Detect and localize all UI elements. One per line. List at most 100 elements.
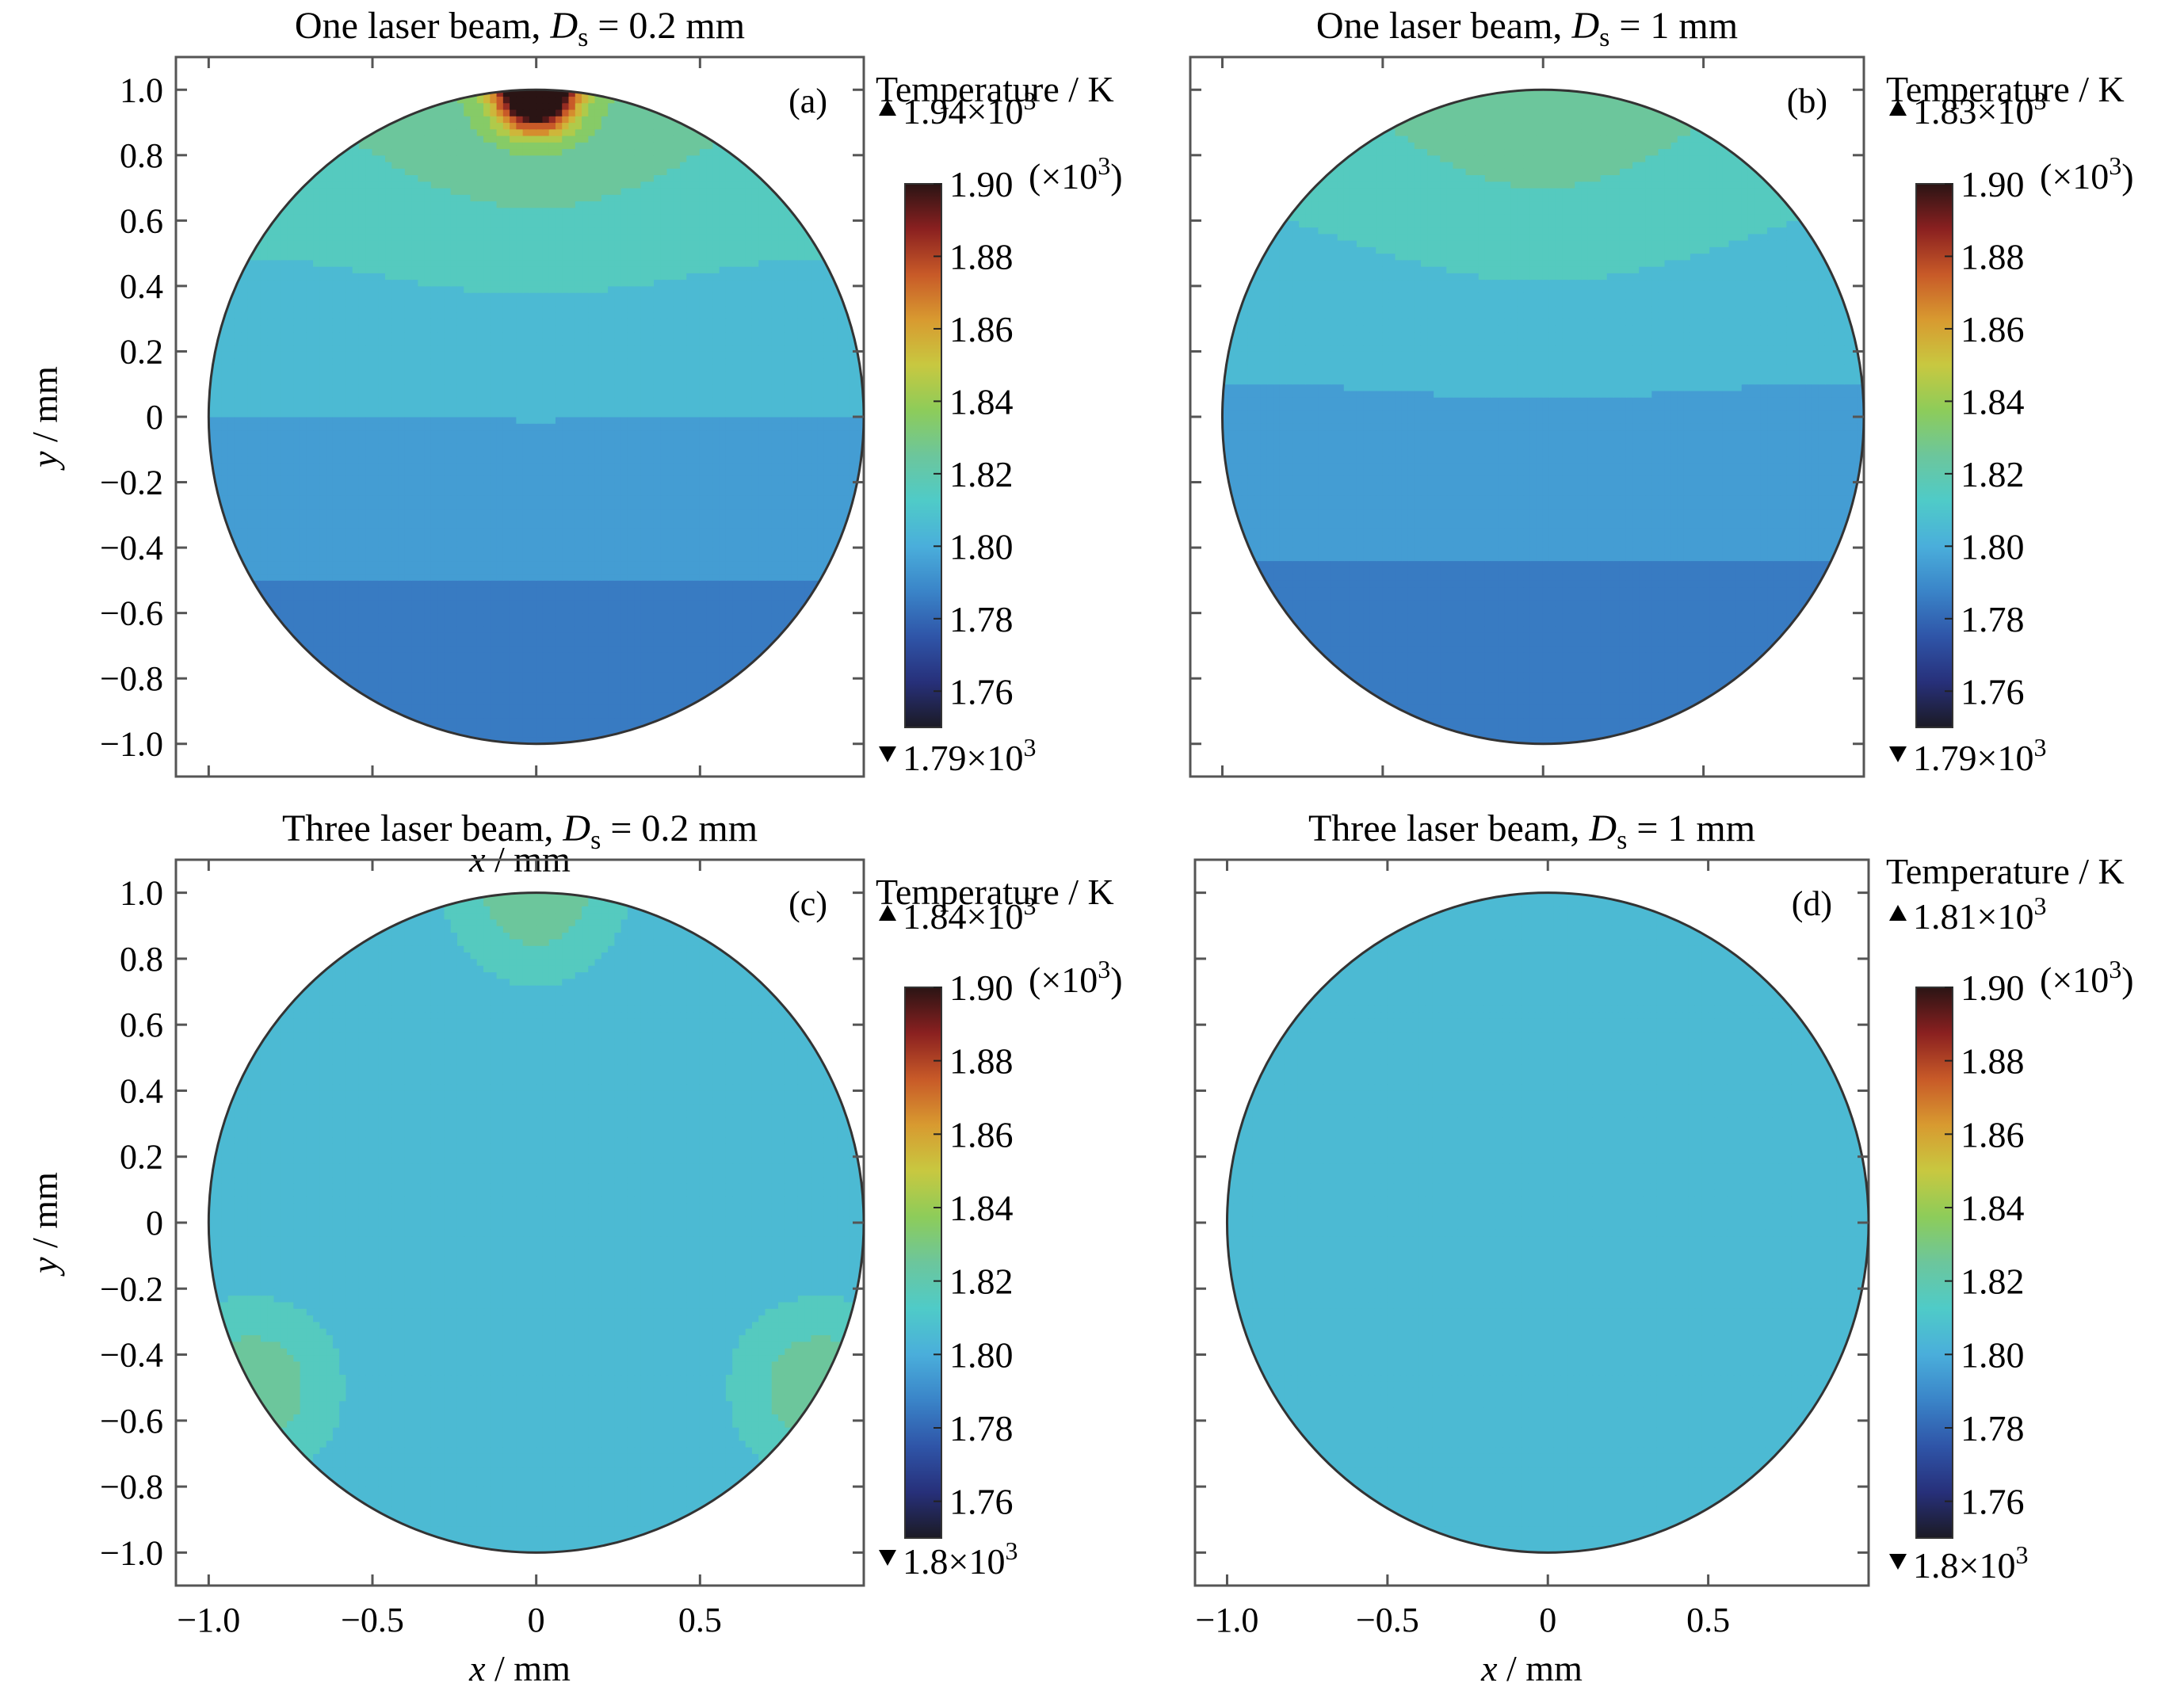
y-tick-label: −0.4 bbox=[100, 1336, 163, 1375]
colorbar-label: Temperature / K bbox=[1886, 69, 2125, 109]
colorbar-multiplier: (×103) bbox=[2040, 955, 2134, 1000]
colorbar-tick-label: 1.80 bbox=[1961, 1334, 2025, 1375]
max-marker-icon bbox=[1889, 905, 1907, 921]
colorbar-tick-label: 1.78 bbox=[949, 599, 1014, 639]
y-tick-label: 0.6 bbox=[120, 201, 163, 240]
y-tick-label: −1.0 bbox=[100, 725, 163, 764]
x-tick-label: −0.5 bbox=[1356, 1601, 1419, 1639]
colorbar-tick-label: 1.86 bbox=[949, 309, 1014, 349]
colorbar-max-label: 1.84×103 bbox=[903, 891, 1036, 937]
colorbar-min-label: 1.79×103 bbox=[903, 733, 1036, 778]
colorbar-tick-label: 1.82 bbox=[949, 454, 1014, 494]
max-marker-icon bbox=[879, 905, 896, 921]
panel-a: 1.0 0.8 0.6 0.4 0.2 0 −0.2 −0.4 −0.6 −0.8 −1.0 One … bbox=[25, 5, 1123, 880]
y-tick-label: −0.2 bbox=[100, 1269, 163, 1308]
y-tick-label: 0.4 bbox=[120, 1071, 163, 1110]
y-tick-label: 0.4 bbox=[120, 267, 163, 306]
y-tick-label: 0.2 bbox=[120, 1138, 163, 1177]
panel-b: One laser beam, Ds = 1 mm (b) Temperature … bbox=[1189, 5, 2134, 778]
colorbar-multiplier: (×103) bbox=[1029, 955, 1123, 1000]
x-tick-label: −1.0 bbox=[1196, 1601, 1259, 1639]
colorbar-tick-label: 1.76 bbox=[1961, 1482, 2025, 1522]
min-marker-icon bbox=[1889, 1554, 1907, 1570]
colorbar-tick-label: 1.76 bbox=[949, 671, 1014, 712]
temperature-field bbox=[208, 90, 865, 744]
panel-title: One laser beam, Ds = 1 mm bbox=[1316, 5, 1738, 52]
colorbar-tick-label: 1.80 bbox=[949, 526, 1014, 567]
colorbar-min-label: 1.8×103 bbox=[903, 1536, 1018, 1582]
colorbar-tick-label: 1.90 bbox=[1961, 164, 2025, 204]
colorbar-tick-label: 1.86 bbox=[1961, 1114, 2025, 1155]
y-tick-label: −0.2 bbox=[100, 464, 163, 502]
y-tick-label: 0.8 bbox=[120, 940, 163, 979]
colorbar-tick-label: 1.82 bbox=[1961, 1261, 2025, 1302]
y-tick-label: 0.8 bbox=[120, 136, 163, 175]
colorbar-tick-label: 1.76 bbox=[949, 1482, 1014, 1522]
colorbar bbox=[904, 987, 942, 1539]
colorbar-max-label: 1.81×103 bbox=[1913, 891, 2046, 937]
y-axis-label: y / mm bbox=[25, 1172, 65, 1277]
colorbar-tick-label: 1.86 bbox=[1961, 309, 2025, 349]
colorbar-label: Temperature / K bbox=[1886, 851, 2125, 891]
colorbar-tick-label: 1.84 bbox=[1961, 1188, 2025, 1228]
min-marker-icon bbox=[1889, 746, 1907, 762]
panel-label: (d) bbox=[1792, 884, 1832, 923]
colorbar-tick-label: 1.84 bbox=[1961, 381, 2025, 422]
colorbar-multiplier: (×103) bbox=[2040, 151, 2134, 197]
colorbar-tick-label: 1.90 bbox=[949, 164, 1014, 204]
colorbar-tick-label: 1.82 bbox=[949, 1261, 1014, 1302]
temperature-field bbox=[208, 892, 865, 1553]
colorbar-tick-label: 1.80 bbox=[949, 1334, 1014, 1375]
colorbar-multiplier: (×103) bbox=[1029, 151, 1123, 197]
colorbar-tick-label: 1.78 bbox=[1961, 599, 2025, 639]
colorbar-tick-label: 1.88 bbox=[949, 1041, 1014, 1082]
colorbar bbox=[1915, 183, 1953, 728]
temperature-field bbox=[1227, 892, 1869, 1553]
colorbar-tick-label: 1.84 bbox=[949, 1188, 1014, 1228]
x-tick-label: −0.5 bbox=[341, 1601, 404, 1639]
colorbar-label: Temperature / K bbox=[876, 872, 1114, 912]
temperature-field bbox=[1222, 90, 1864, 744]
colorbar-tick-label: 1.88 bbox=[1961, 1041, 2025, 1082]
max-marker-icon bbox=[1889, 100, 1907, 116]
y-axis-label: y / mm bbox=[25, 366, 65, 471]
y-tick-label: 0.2 bbox=[120, 332, 163, 371]
panel-c: 1.0 0.8 0.6 0.4 0.2 0 −0.2 −0.4 −0.6 −0.8 −1.0 −1.0… bbox=[25, 807, 1123, 1689]
colorbar-tick-label: 1.88 bbox=[1961, 236, 2025, 277]
colorbar-tick-label: 1.80 bbox=[1961, 526, 2025, 567]
colorbar-label: Temperature / K bbox=[876, 69, 1114, 109]
colorbar-tick-label: 1.82 bbox=[1961, 454, 2025, 494]
x-axis-label: x / mm bbox=[468, 1648, 571, 1689]
y-tick-label: 0.6 bbox=[120, 1006, 163, 1044]
x-axis-label: x / mm bbox=[1480, 1648, 1583, 1689]
y-tick-label: −0.6 bbox=[100, 594, 163, 633]
colorbar-tick-label: 1.86 bbox=[949, 1114, 1014, 1155]
y-tick-label: −0.8 bbox=[100, 1467, 163, 1506]
colorbar-min-label: 1.8×103 bbox=[1913, 1540, 2028, 1586]
panel-label: (b) bbox=[1787, 82, 1827, 120]
panel-title: Three laser beam, Ds = 0.2 mm bbox=[282, 807, 758, 855]
y-tick-label: 1.0 bbox=[120, 71, 163, 109]
y-tick-label: 0 bbox=[146, 398, 163, 437]
colorbar-max-label: 1.83×103 bbox=[1913, 86, 2046, 132]
x-tick-label: 0 bbox=[528, 1601, 545, 1639]
colorbar-tick-label: 1.90 bbox=[949, 967, 1014, 1008]
y-tick-label: −0.4 bbox=[100, 529, 163, 567]
min-marker-icon bbox=[879, 1550, 896, 1566]
colorbar-tick-label: 1.76 bbox=[1961, 671, 2025, 712]
y-tick-label: −1.0 bbox=[100, 1533, 163, 1572]
colorbar-min-label: 1.79×103 bbox=[1913, 733, 2046, 778]
colorbar-max-label: 1.94×103 bbox=[903, 86, 1036, 132]
x-tick-label: 0.5 bbox=[1686, 1601, 1730, 1639]
colorbar-tick-label: 1.78 bbox=[949, 1408, 1014, 1448]
x-tick-label: 0.5 bbox=[678, 1601, 722, 1639]
colorbar-tick-label: 1.88 bbox=[949, 236, 1014, 277]
colorbar-tick-label: 1.84 bbox=[949, 381, 1014, 422]
colorbar-tick-label: 1.90 bbox=[1961, 967, 2025, 1008]
x-tick-label: 0 bbox=[1539, 1601, 1556, 1639]
colorbar bbox=[1915, 987, 1953, 1539]
min-marker-icon bbox=[879, 746, 896, 762]
max-marker-icon bbox=[879, 100, 896, 116]
colorbar bbox=[904, 183, 942, 728]
